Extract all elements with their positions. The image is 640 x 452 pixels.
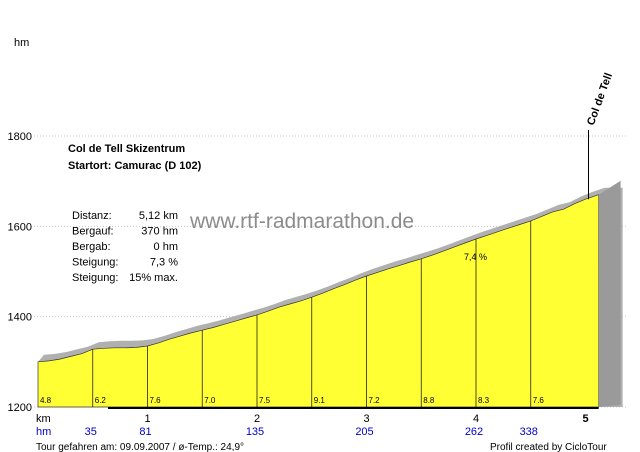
stat-value: 7,3 % [150,257,178,269]
x-tick-label: 5 [582,413,588,425]
y-tick-label: 1400 [8,312,32,324]
x-tick-label: 4 [473,413,479,425]
stat-label: Distanz: [72,210,112,222]
x-axis-label: km [36,413,51,425]
chart-title: Col de Tell Skizentrum [68,143,185,155]
cumulative-hm-value: 338 [520,426,538,438]
stat-value: 370 hm [141,226,178,238]
x-tick-label: 2 [254,413,260,425]
segment-gradient: 8.8 [423,396,435,405]
cumulative-hm-value: 35 [85,426,97,438]
profile-end-wall [598,180,621,407]
segment-gradient: 7.6 [533,396,545,405]
segment-gradient: 7.2 [369,396,381,405]
segment-gradient: 7.6 [150,396,162,405]
y-axis-label: hm [14,37,29,49]
cumulative-hm-labels: 35 81 135 205 262 338 [85,426,538,438]
stat-label: Bergauf: [72,226,114,238]
stat-label: Steigung: [72,272,118,284]
hm-row-label: hm [36,426,51,438]
segment-gradient: 6.2 [95,396,107,405]
watermark: www.rtf-radmarathon.de [189,210,414,233]
chart-subtitle: Startort: Camurac (D 102) [68,160,202,172]
cumulative-hm-value: 81 [139,426,151,438]
segment-gradient: 4.8 [40,396,52,405]
summit-label: Col de Tell [585,71,615,127]
y-tick-labels: 1200 1400 1600 1800 [8,131,32,414]
y-tick-label: 1600 [8,221,32,233]
x-tick-label: 1 [144,413,150,425]
cumulative-hm-value: 262 [465,426,483,438]
max-gradient-label: 7,4 % [464,252,487,262]
stat-value: 0 hm [154,241,178,253]
footer-left: Tour gefahren am: 09.09.2007 / ø-Temp.: … [36,442,244,452]
cumulative-hm-value: 135 [246,426,264,438]
segment-gradient-labels: 4.8 6.2 7.6 7.0 7.5 9.1 7.2 8.8 8.3 7.6 [40,396,544,405]
segment-gradient: 9.1 [314,396,326,405]
segment-gradient: 7.5 [259,396,271,405]
x-tick-labels: 1 2 3 4 5 [144,413,588,425]
stat-label: Bergab: [72,241,111,253]
segment-gradient: 7.0 [204,396,216,405]
cumulative-hm-value: 205 [355,426,373,438]
y-tick-label: 1800 [8,131,32,143]
profile-area [37,194,599,408]
segment-gradient: 8.3 [478,396,490,405]
stat-value: 5,12 km [139,210,178,222]
stats-block: Distanz: 5,12 km Bergauf: 370 hm Bergab: 0 hm… [72,210,178,284]
segment-lines [92,220,532,407]
stat-value: 15% max. [129,272,178,284]
footer-right: Profil created by CicloTour [490,442,607,452]
y-tick-label: 1200 [8,402,32,414]
x-tick-label: 3 [363,413,369,425]
stat-label: Steigung: [72,257,118,269]
